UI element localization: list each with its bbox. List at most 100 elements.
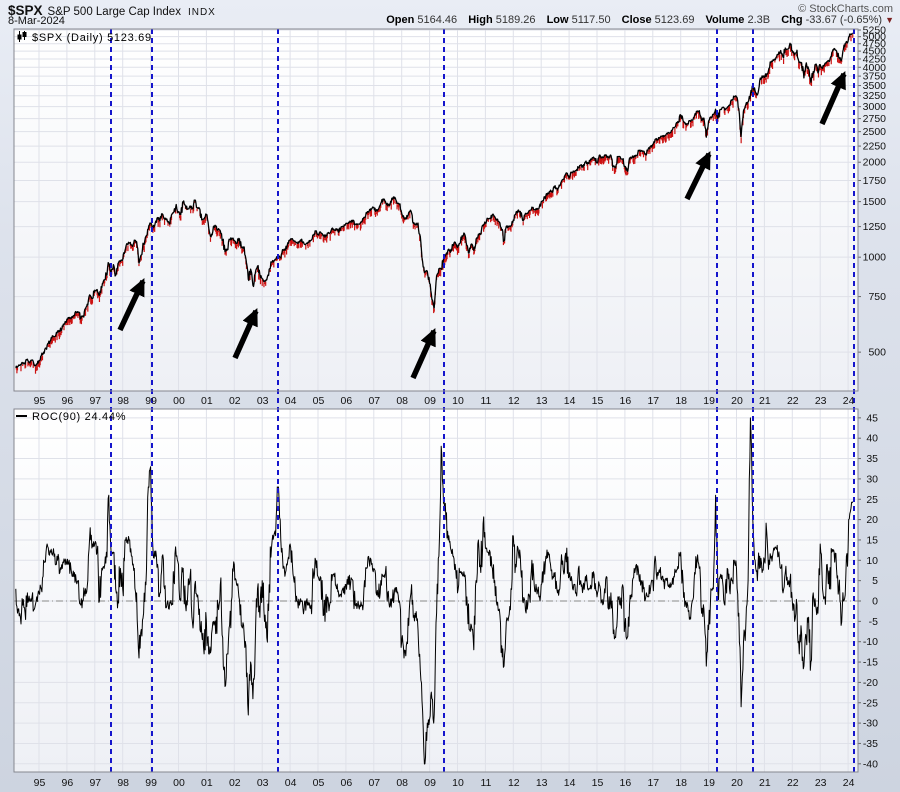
- year-label-mid: 98: [117, 395, 129, 407]
- year-label-bottom: 99: [145, 777, 157, 789]
- year-label-mid: 20: [731, 395, 743, 407]
- price-panel-bg: [14, 29, 858, 391]
- year-label-mid: 22: [787, 395, 799, 407]
- close-label: Close: [621, 14, 652, 26]
- year-label-bottom: 12: [508, 777, 520, 789]
- year-label-mid: 00: [173, 395, 185, 407]
- roc-tick-label: -15: [863, 657, 878, 669]
- year-label-bottom: 97: [89, 777, 101, 789]
- gridlines: [14, 29, 858, 772]
- roc-tick-label: 15: [866, 534, 878, 546]
- price-tick-label: 5250: [863, 25, 887, 37]
- year-label-bottom: 04: [285, 777, 297, 789]
- year-label-mid: 99: [145, 395, 157, 407]
- year-label-mid: 15: [592, 395, 604, 407]
- roc-tick-label: 5: [872, 575, 878, 587]
- roc-panel-bg: [14, 409, 858, 772]
- year-label-bottom: 24: [843, 777, 855, 789]
- roc-tick-label: 45: [866, 412, 878, 424]
- price-tick-label: 4250: [863, 53, 887, 65]
- year-label-bottom: 06: [341, 777, 353, 789]
- price-panel-border: [13, 28, 859, 392]
- open-label: Open: [386, 14, 415, 26]
- year-label-mid: 09: [424, 395, 436, 407]
- year-label-mid: 12: [508, 395, 520, 407]
- year-label-bottom: 15: [592, 777, 604, 789]
- quote-bar: Open 5164.46 High 5189.26 Low 5117.50 Cl…: [386, 14, 894, 26]
- year-label-mid: 23: [815, 395, 827, 407]
- price-series-icon: [17, 31, 28, 45]
- price-tick-label: 4750: [863, 38, 887, 50]
- year-label-mid: 19: [703, 395, 715, 407]
- year-label-bottom: 17: [647, 777, 659, 789]
- year-label-bottom: 19: [703, 777, 715, 789]
- year-label-mid: 21: [759, 395, 771, 407]
- year-label-bottom: 23: [815, 777, 827, 789]
- low-label: Low: [546, 14, 569, 26]
- year-label-mid: 08: [396, 395, 408, 407]
- year-label-bottom: 98: [117, 777, 129, 789]
- price-legend-text: $SPX (Daily) 5123.69: [32, 32, 152, 44]
- year-label-mid: 24: [843, 395, 855, 407]
- price-tick-label: 500: [868, 347, 886, 359]
- year-label-bottom: 10: [452, 777, 464, 789]
- price-tick-label: 2250: [863, 141, 887, 153]
- roc-tick-label: -10: [863, 636, 878, 648]
- symbol: $SPX: [8, 3, 43, 18]
- year-label-bottom: 01: [201, 777, 213, 789]
- price-tick-label: 3000: [863, 101, 887, 113]
- roc-tick-label: -20: [863, 677, 878, 689]
- roc-tick-label: -35: [863, 738, 878, 750]
- price-tick-label: 2000: [863, 157, 887, 169]
- copyright: © StockCharts.com: [798, 3, 893, 15]
- low-value: 5117.50: [571, 14, 611, 26]
- roc-legend-text: ROC(90) 24.44%: [32, 411, 127, 423]
- annotation-arrow: [410, 327, 437, 380]
- year-label-mid: 05: [313, 395, 325, 407]
- volume-value: 2.3B: [747, 14, 771, 26]
- year-label-mid: 04: [285, 395, 297, 407]
- roc-tick-label: 0: [872, 596, 878, 608]
- annotation-arrow: [232, 307, 259, 360]
- price-tick-label: 3250: [863, 90, 887, 102]
- index-name: S&P 500 Large Cap Index: [47, 6, 181, 18]
- year-label-bottom: 07: [368, 777, 380, 789]
- year-label-bottom: 22: [787, 777, 799, 789]
- roc-tick-label: -30: [863, 718, 878, 730]
- chg-caret-icon[interactable]: ▼: [885, 15, 894, 25]
- price-tick-label: 1250: [863, 221, 887, 233]
- roc-tick-label: 25: [866, 494, 878, 506]
- year-label-bottom: 03: [257, 777, 269, 789]
- year-label-bottom: 20: [731, 777, 743, 789]
- price-legend: $SPX (Daily) 5123.69: [17, 31, 152, 45]
- year-label-mid: 16: [620, 395, 632, 407]
- roc-series-icon: [16, 411, 28, 423]
- year-label-mid: 17: [647, 395, 659, 407]
- year-label-mid: 96: [62, 395, 74, 407]
- roc-tick-label: 40: [866, 433, 878, 445]
- year-label-mid: 97: [89, 395, 101, 407]
- year-label-bottom: 05: [313, 777, 325, 789]
- year-label-bottom: 14: [564, 777, 576, 789]
- roc-tick-label: 20: [866, 514, 878, 526]
- year-label-mid: 14: [564, 395, 576, 407]
- year-label-bottom: 96: [62, 777, 74, 789]
- year-label-mid: 03: [257, 395, 269, 407]
- price-tick-label: 4000: [863, 62, 887, 74]
- y-axis-price: 5250500047504500425040003750350032503000…: [858, 25, 886, 359]
- chart-date: 8-Mar-2024: [8, 15, 65, 27]
- price-tick-label: 2750: [863, 113, 887, 125]
- year-label-mid: 95: [34, 395, 46, 407]
- roc-series-line: [15, 417, 854, 765]
- year-label-bottom: 09: [424, 777, 436, 789]
- price-tick-label: 1000: [863, 252, 887, 264]
- price-tick-label: 1750: [863, 175, 887, 187]
- chg-label: Chg: [781, 14, 803, 26]
- price-tick-label: 1500: [863, 196, 887, 208]
- year-label-mid: 18: [675, 395, 687, 407]
- price-tick-label: 2500: [863, 126, 887, 138]
- year-label-bottom: 18: [675, 777, 687, 789]
- roc-legend: ROC(90) 24.44%: [16, 411, 126, 423]
- roc-panel-border: [13, 408, 859, 773]
